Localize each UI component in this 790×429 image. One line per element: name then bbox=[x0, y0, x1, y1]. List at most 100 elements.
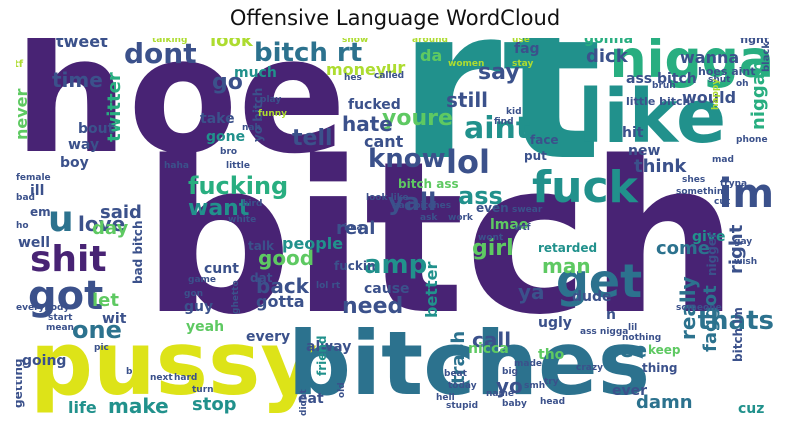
word-haha: haha bbox=[164, 161, 189, 171]
word-bitches: bitches bbox=[288, 312, 651, 415]
word-guy: guy bbox=[184, 299, 214, 315]
word-something: something bbox=[676, 187, 730, 197]
word-fight: fight bbox=[740, 38, 770, 46]
word-funny: funny bbox=[258, 109, 288, 119]
word-said: said bbox=[100, 202, 142, 223]
word-shut: shut bbox=[708, 75, 731, 85]
word-phone: phone bbox=[736, 135, 768, 145]
word-big: big bbox=[502, 367, 518, 377]
word-crazy: crazy bbox=[576, 363, 603, 373]
word-hoe: hoe bbox=[16, 38, 347, 189]
word-everybody: everybody bbox=[16, 303, 70, 313]
word-shes: shes bbox=[682, 175, 706, 185]
word-black: black bbox=[761, 42, 772, 72]
word-swear: swear bbox=[512, 205, 543, 215]
word-life: life bbox=[68, 398, 97, 416]
word-fuck: fuck bbox=[532, 162, 638, 213]
word-today: today bbox=[448, 381, 477, 391]
word-nah: nah bbox=[242, 123, 261, 133]
word-bird: bird bbox=[242, 199, 263, 209]
word-ever: ever bbox=[612, 383, 648, 399]
word-dude: dude bbox=[572, 289, 612, 305]
word-ya: ya bbox=[518, 280, 545, 304]
word-fucked: fucked bbox=[348, 97, 401, 113]
word-hoes-aint: hoes aint bbox=[698, 65, 756, 78]
word-ill: ill bbox=[30, 183, 45, 199]
word-bitch: bitch bbox=[142, 116, 739, 361]
word-try: try bbox=[544, 377, 559, 387]
word-turn: turn bbox=[192, 385, 214, 395]
word-name: name bbox=[486, 389, 514, 399]
word-bitch-rt: bitch rt bbox=[254, 38, 363, 68]
word-tell: tell bbox=[292, 126, 333, 151]
word-cunt: cunt bbox=[204, 261, 239, 277]
word-ur: ur bbox=[386, 58, 406, 77]
word-lil: lil bbox=[628, 323, 638, 333]
word-women: women bbox=[448, 59, 485, 69]
word-wit: wit bbox=[102, 311, 127, 327]
word-bruh: bruh bbox=[652, 81, 676, 91]
word-would: would bbox=[682, 88, 737, 107]
word-dont: dont bbox=[124, 38, 197, 70]
word-retarded: retarded bbox=[538, 241, 598, 255]
word-fuckin: fuckin bbox=[334, 259, 376, 273]
word-next: next bbox=[150, 373, 173, 383]
word-ask: ask bbox=[420, 213, 438, 223]
word-u: u bbox=[48, 199, 74, 240]
word-tf: tf bbox=[16, 59, 24, 70]
word-rt: rt bbox=[398, 38, 602, 207]
word-tweet: tweet bbox=[56, 38, 108, 51]
word-youre: youre bbox=[382, 106, 453, 131]
word-cut: cut bbox=[714, 197, 731, 207]
word-thats: thats bbox=[697, 306, 774, 336]
word-gay: gay bbox=[734, 237, 753, 247]
word-hell: hell bbox=[436, 393, 455, 403]
word-damn: damn bbox=[636, 392, 693, 413]
word-put: put bbox=[524, 149, 547, 163]
word-need: need bbox=[342, 294, 404, 319]
word-nicca: nicca bbox=[468, 341, 509, 357]
word-shit: shit bbox=[30, 239, 107, 280]
word-baby: baby bbox=[502, 399, 527, 409]
word-oh: oh bbox=[736, 79, 749, 89]
word-stupid: stupid bbox=[446, 401, 479, 411]
word-man: man bbox=[542, 254, 591, 278]
word-give: give bbox=[692, 229, 726, 245]
word-like: like bbox=[578, 74, 727, 160]
word-wanna: wanna bbox=[680, 48, 740, 67]
word-call: call bbox=[472, 328, 512, 352]
word-well: well bbox=[18, 235, 51, 251]
word-look: look bbox=[210, 38, 253, 51]
word-cause: cause bbox=[364, 281, 410, 297]
word-lol: lol bbox=[446, 143, 490, 181]
word-white: white bbox=[228, 215, 257, 225]
word-cant: cant bbox=[364, 132, 404, 151]
word-old: old bbox=[337, 382, 347, 398]
word-hate: hate bbox=[342, 112, 393, 136]
word-hes: hes bbox=[344, 73, 362, 83]
word-smh: smh bbox=[524, 381, 546, 391]
word-pussy: pussy bbox=[30, 312, 318, 415]
word-cloud: hoe rt bitch pussy bitches nigga like fu… bbox=[16, 38, 774, 416]
word-way: way bbox=[68, 137, 100, 153]
word-back: back bbox=[256, 274, 309, 298]
word-much: much bbox=[234, 65, 277, 81]
word-play: play bbox=[260, 95, 282, 105]
word-n: n bbox=[606, 307, 616, 323]
word-better: better bbox=[422, 261, 441, 318]
word-ass: ass bbox=[458, 182, 503, 210]
word-still: still bbox=[446, 88, 489, 112]
word-know: know bbox=[368, 144, 446, 174]
word-gone: gone bbox=[206, 129, 246, 145]
word-eat: eat bbox=[298, 391, 324, 407]
word-yo: yo bbox=[496, 374, 523, 398]
word-yeah: yeah bbox=[186, 319, 225, 335]
word-dick: dick bbox=[586, 46, 628, 67]
word-real: real bbox=[336, 218, 376, 239]
word-em: em bbox=[30, 205, 51, 219]
word-alway: alway bbox=[306, 339, 352, 355]
word-love: love bbox=[78, 212, 126, 236]
word-even: even bbox=[476, 201, 509, 215]
word-one: one bbox=[72, 316, 122, 344]
word-cuz: cuz bbox=[738, 401, 765, 416]
